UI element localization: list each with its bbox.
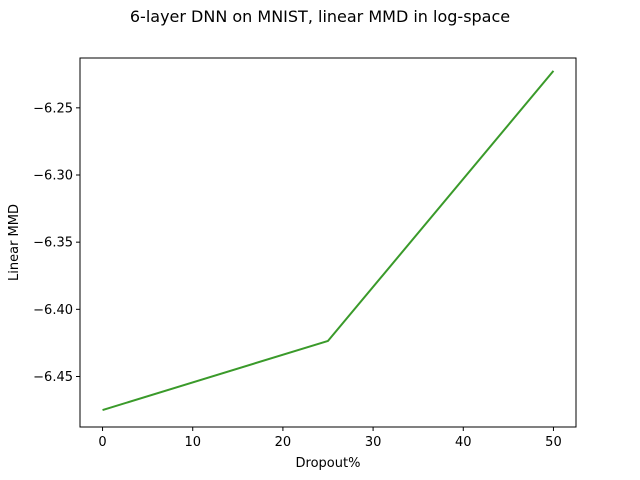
y-tick-label: −6.40 <box>33 303 73 318</box>
x-tick-label: 40 <box>455 435 472 450</box>
chart-title: 6-layer DNN on MNIST, linear MMD in log-… <box>130 7 510 26</box>
x-axis-label: Dropout% <box>296 456 361 471</box>
plot-area <box>102 70 555 412</box>
x-tick-label: 0 <box>98 435 106 450</box>
y-tick-label: −6.30 <box>33 169 73 184</box>
y-tick-label: −6.45 <box>33 370 73 385</box>
y-axis: −6.45 −6.40 −6.35 −6.30 −6.25 <box>33 101 80 385</box>
x-tick-label: 10 <box>184 435 201 450</box>
y-tick-label: −6.35 <box>33 236 73 251</box>
series-line-0 <box>102 70 555 412</box>
y-tick-label: −6.25 <box>33 101 73 116</box>
plot-frame <box>79 57 577 428</box>
x-tick-label: 30 <box>365 435 382 450</box>
y-axis-label: Linear MMD <box>7 204 22 281</box>
x-axis: 0 10 20 30 40 50 <box>98 427 562 450</box>
x-tick-label: 50 <box>545 435 562 450</box>
x-tick-label: 20 <box>275 435 292 450</box>
